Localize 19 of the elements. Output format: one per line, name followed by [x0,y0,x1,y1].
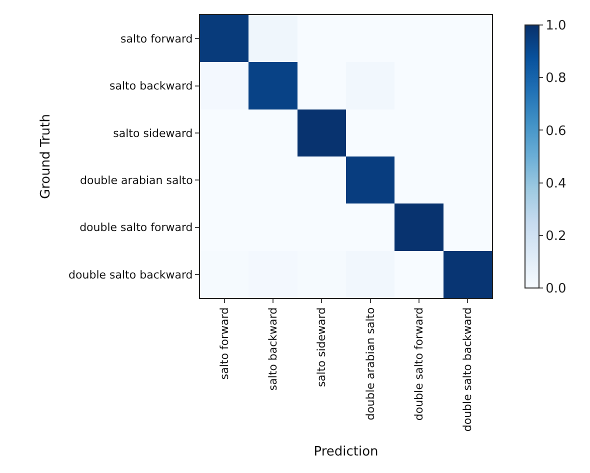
color-bar-label: 0.4 [546,176,566,192]
x-tick-label: salto backward [266,307,280,391]
color-bar-label: 1.0 [546,18,566,34]
y-tick-label: double salto backward [68,268,193,282]
y-tick-label: salto forward [120,32,193,46]
color-bar-label: 0.0 [546,282,566,297]
y-tick-label: double arabian salto [80,174,194,187]
y-axis-title: Ground Truth [38,114,54,199]
y-tick-label: salto backward [110,80,193,93]
y-tick-label: double salto forward [80,221,193,234]
color-bar-label: 0.2 [546,228,566,244]
y-tick-label: salto sideward [113,126,193,140]
x-tick-label: double arabian salto [364,307,377,420]
color-bar-label: 0.8 [546,71,566,86]
x-tick-label: double salto backward [461,307,474,432]
x-tick-label: salto sideward [315,307,328,388]
x-tick-label: double salto forward [412,307,426,421]
color-bar-label: 0.6 [546,124,566,139]
x-axis-title: Prediction [314,444,378,460]
